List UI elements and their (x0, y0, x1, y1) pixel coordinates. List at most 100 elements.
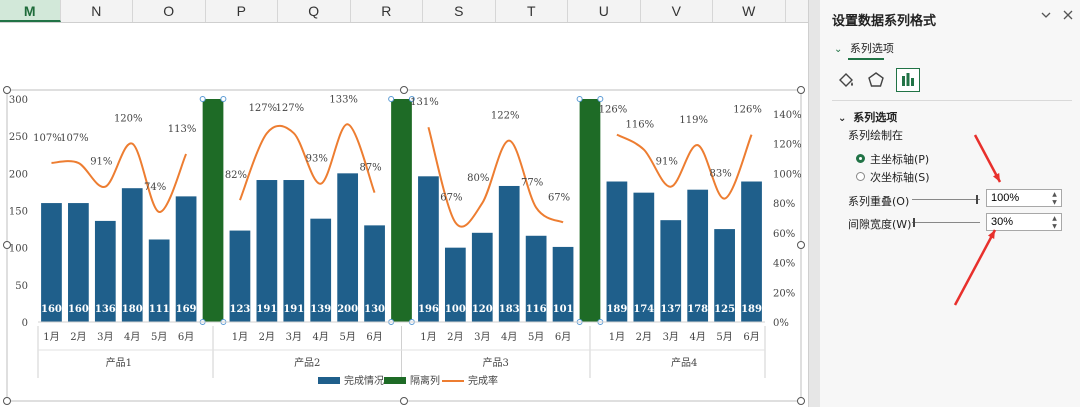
gap-slider-track[interactable] (912, 222, 980, 223)
rate-data-label: 127% (275, 103, 304, 114)
overlap-input[interactable] (991, 191, 1047, 205)
chart[interactable]: 160 1月 107% 160 2月 107% 136 3月 91% 180 4月 120% 111 5月… (0, 22, 808, 407)
bar-data-label: 191 (283, 304, 304, 315)
bars-layer (41, 99, 762, 322)
y-left-tick-label: 50 (15, 281, 28, 292)
column-header-N[interactable]: N (61, 0, 133, 22)
chevron-down-icon: ⌄ (838, 113, 847, 124)
rate-data-label: 87% (359, 163, 381, 174)
overlap-slider-track[interactable] (912, 199, 980, 200)
column-header-S[interactable]: S (423, 0, 496, 22)
column-header-W[interactable]: W (713, 0, 786, 22)
column-header-U[interactable]: U (568, 0, 641, 22)
bar-data-label: 189 (606, 304, 627, 315)
x-tick-label: 1月 (43, 331, 59, 343)
chart-svg[interactable]: 160 1月 107% 160 2月 107% 136 3月 91% 180 4月 120% 111 5月… (0, 22, 808, 407)
spin-down-icon[interactable]: ▼ (1052, 199, 1057, 206)
overlap-slider-thumb[interactable] (976, 195, 978, 204)
bar-data-label: 183 (499, 304, 520, 315)
rate-data-label: 126% (733, 105, 762, 116)
column-header-R[interactable]: R (351, 0, 423, 22)
bar (471, 232, 493, 322)
bar (68, 203, 89, 322)
gap-slider-thumb[interactable] (913, 218, 915, 227)
bar (552, 246, 574, 322)
overlap-spinner[interactable]: ▲ ▼ (986, 189, 1062, 207)
spin-up-icon[interactable]: ▲ (1052, 191, 1057, 198)
y-right-tick-label: 60% (773, 229, 795, 240)
column-header-Q[interactable]: Q (278, 0, 351, 22)
effects-pentagon-icon[interactable] (864, 68, 888, 92)
legend-label: 完成率 (468, 374, 498, 387)
rate-data-label: 74% (144, 182, 166, 193)
y-right-tick-label: 120% (773, 140, 802, 151)
rate-data-label: 127% (249, 103, 278, 114)
x-tick-label: 1月 (420, 331, 436, 343)
x-tick-label: 5月 (716, 331, 732, 343)
pane-options-chevron-icon[interactable] (1038, 9, 1054, 25)
annotation-arrows (953, 134, 1002, 306)
secondary-axis-radio[interactable] (856, 172, 865, 181)
chart-resize-handle (400, 86, 408, 94)
bar (337, 173, 359, 322)
plot-series-on-label: 系列绘制在 (848, 129, 903, 142)
gap-width-input[interactable] (991, 215, 1047, 229)
spin-down-icon[interactable]: ▼ (1052, 223, 1057, 230)
x-tick-label: 3月 (663, 331, 679, 343)
bar-data-label: 137 (660, 304, 681, 315)
rate-data-label: 77% (521, 178, 543, 189)
x-tick-label: 1月 (232, 331, 248, 343)
gap-width-spinner[interactable]: ▲ ▼ (986, 213, 1062, 231)
gap-width-label: 间隙宽度(W) (848, 218, 912, 231)
column-header-T[interactable]: T (496, 0, 568, 22)
column-header-V[interactable]: V (641, 0, 713, 22)
column-header-O[interactable]: O (133, 0, 206, 22)
y-left-tick-label: 100 (9, 244, 28, 255)
selection-handle (597, 96, 604, 102)
series-options-bar-icon[interactable] (896, 68, 920, 92)
bar-data-label: 111 (149, 304, 170, 315)
arrow-to-overlap (973, 134, 1002, 183)
bar-data-label: 136 (95, 304, 116, 315)
completion-rate-line (427, 126, 564, 228)
rate-data-label: 107% (60, 133, 89, 144)
column-header-M[interactable]: M (0, 0, 61, 22)
rate-data-label: 91% (90, 157, 112, 168)
secondary-axis-label: 次坐标轴(S) (870, 171, 930, 184)
x-tick-label: 1月 (609, 331, 625, 343)
bar-data-label: 120 (472, 304, 493, 315)
bar-data-label: 189 (741, 304, 762, 315)
bar (121, 188, 143, 322)
y-right-tick-label: 20% (773, 288, 795, 299)
bar-data-label: 101 (553, 304, 574, 315)
rate-data-label: 83% (709, 169, 731, 180)
bar-data-label: 180 (122, 304, 143, 315)
pane-divider[interactable] (808, 0, 821, 407)
y-left-tick-label: 200 (9, 169, 28, 180)
arrow-to-gap-width (953, 229, 997, 306)
y-right-tick-label: 0% (773, 318, 789, 329)
column-header-P[interactable]: P (206, 0, 278, 22)
arrow-to-overlap-head (993, 173, 1000, 182)
rate-data-label: 82% (225, 170, 247, 181)
bar (606, 181, 628, 322)
category-group-label: 产品2 (294, 356, 320, 369)
fill-line-icon[interactable] (834, 68, 858, 92)
primary-axis-radio[interactable] (856, 154, 865, 163)
series-options-section-header[interactable]: ⌄ 系列选项 (838, 109, 897, 125)
spin-up-icon[interactable]: ▲ (1052, 215, 1057, 222)
close-icon[interactable] (1060, 9, 1076, 25)
rate-data-label: 113% (168, 124, 197, 135)
tab-series-options[interactable]: ⌄ 系列选项 (834, 40, 894, 56)
completion-rate-line (616, 133, 753, 200)
legend-label: 隔离列 (410, 374, 440, 387)
selection-handle (388, 96, 395, 102)
bar (687, 189, 709, 322)
bar-data-label: 130 (364, 304, 385, 315)
bar (148, 239, 170, 322)
rate-data-label: 80% (467, 173, 489, 184)
bar (444, 247, 466, 322)
rate-data-label: 93% (306, 154, 328, 165)
